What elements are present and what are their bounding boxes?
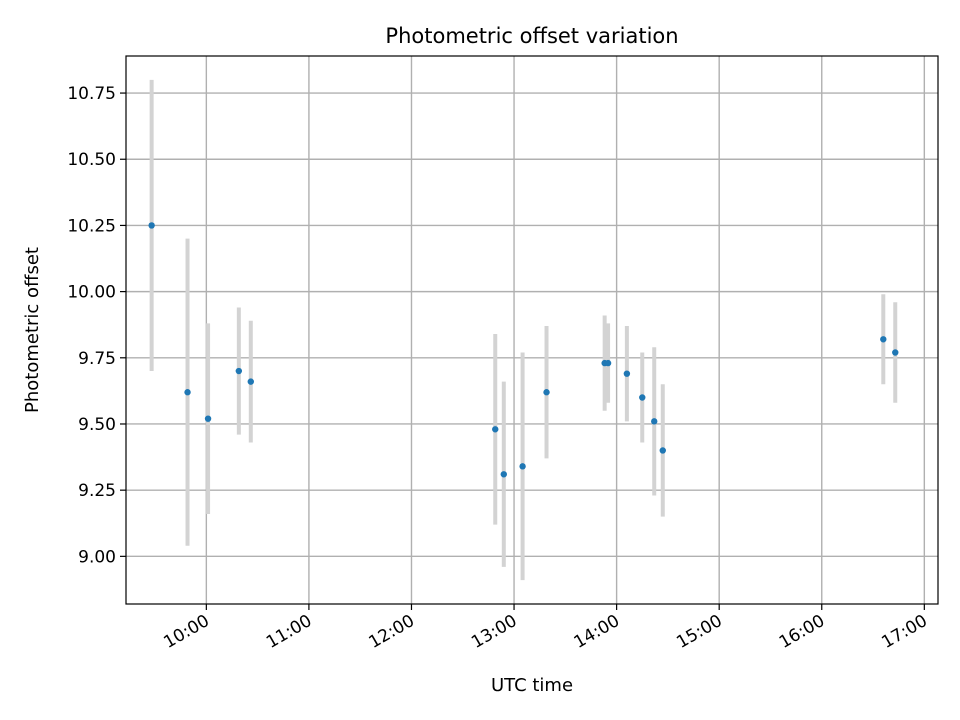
- data-point: [623, 370, 631, 377]
- data-point: [204, 415, 212, 422]
- x-axis-label: UTC time: [491, 675, 573, 696]
- data-point: [148, 222, 155, 229]
- data-point: [519, 463, 526, 470]
- y-tick-label: 10.00: [67, 283, 116, 303]
- y-tick-label: 9.00: [78, 547, 116, 567]
- data-point: [184, 389, 191, 396]
- y-tick-label: 10.75: [67, 84, 116, 104]
- data-point: [247, 378, 254, 385]
- y-axis-ticks: 9.00 9.25 9.50 9.75 10.00 10.25 10.50 10.75: [67, 84, 126, 567]
- data-point: [543, 389, 550, 396]
- data-point: [892, 349, 899, 356]
- data-point: [492, 426, 499, 433]
- y-tick-label: 9.25: [78, 481, 116, 501]
- data-point: [235, 367, 243, 375]
- data-point: [604, 359, 612, 367]
- grid: [126, 56, 938, 604]
- y-tick-label: 9.50: [78, 415, 116, 435]
- y-tick-label: 10.25: [67, 216, 116, 236]
- data-points: [148, 222, 899, 478]
- plot-frame: [125, 55, 939, 605]
- data-point: [880, 336, 887, 343]
- y-axis-label: Photometric offset: [22, 247, 43, 413]
- y-tick-label: 9.75: [78, 349, 116, 369]
- y-tick-label: 10.50: [67, 150, 116, 170]
- data-point: [639, 394, 646, 401]
- chart-title: Photometric offset variation: [385, 24, 678, 48]
- data-point: [659, 447, 666, 454]
- data-point: [500, 471, 507, 478]
- data-point: [651, 418, 658, 425]
